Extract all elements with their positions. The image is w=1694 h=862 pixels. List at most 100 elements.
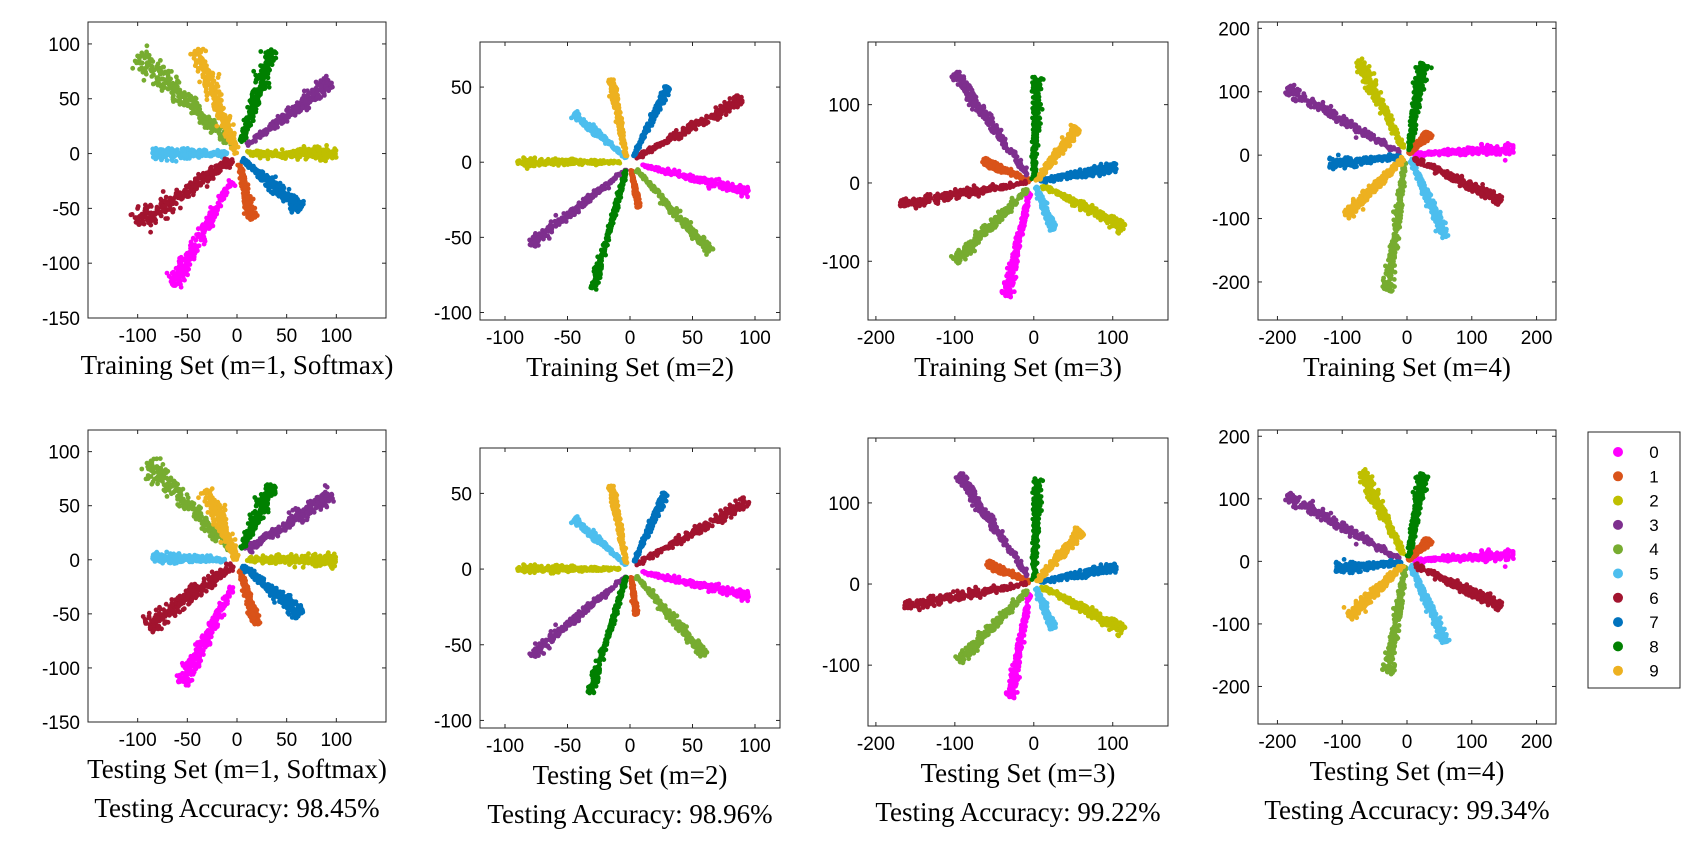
- data-point: [657, 99, 663, 105]
- data-point: [250, 118, 256, 124]
- data-point: [218, 203, 224, 209]
- data-point: [533, 242, 539, 248]
- data-point: [260, 151, 266, 157]
- data-point: [706, 186, 712, 191]
- data-point: [200, 63, 206, 69]
- data-point: [289, 110, 294, 116]
- data-point: [139, 214, 145, 220]
- data-point: [175, 267, 181, 273]
- data-point: [191, 100, 197, 105]
- data-point: [637, 142, 642, 148]
- data-point: [280, 112, 285, 118]
- data-point: [217, 111, 222, 117]
- data-point: [597, 158, 603, 164]
- data-point: [281, 155, 287, 161]
- data-point: [178, 284, 184, 290]
- data-point: [148, 229, 154, 235]
- data-point: [675, 132, 681, 137]
- data-point: [270, 50, 275, 56]
- data-point: [285, 191, 291, 197]
- data-point: [617, 150, 623, 155]
- data-point: [647, 121, 653, 126]
- data-point: [657, 200, 663, 206]
- data-point: [616, 172, 622, 178]
- data-point: [612, 205, 617, 211]
- data-point: [652, 146, 657, 152]
- data-point: [171, 99, 176, 104]
- data-point: [611, 145, 617, 151]
- data-point: [208, 130, 214, 136]
- data-point: [731, 97, 737, 103]
- data-point: [725, 102, 731, 107]
- data-point: [191, 189, 197, 194]
- data-point: [618, 192, 623, 197]
- data-point: [326, 151, 332, 157]
- data-point: [158, 58, 163, 63]
- series-5: [569, 109, 629, 161]
- data-point: [265, 174, 271, 180]
- data-point: [655, 110, 661, 115]
- data-point: [311, 149, 317, 155]
- data-point: [193, 61, 199, 66]
- data-point: [185, 103, 191, 109]
- data-point: [553, 212, 559, 218]
- data-point: [266, 68, 271, 74]
- data-point: [665, 166, 671, 172]
- data-point: [664, 202, 670, 208]
- data-point: [603, 181, 609, 186]
- data-point: [317, 151, 322, 157]
- series-4: [633, 167, 716, 257]
- data-point: [182, 95, 188, 101]
- data-point: [154, 64, 160, 69]
- series-3: [527, 167, 629, 249]
- data-point: [168, 82, 174, 88]
- data-point: [214, 123, 220, 129]
- data-point: [730, 188, 736, 193]
- data-point: [194, 109, 199, 115]
- data-point: [158, 196, 164, 202]
- data-point: [287, 198, 293, 204]
- data-point: [323, 76, 329, 81]
- data-point: [248, 211, 253, 216]
- data-point: [239, 172, 244, 178]
- data-point: [155, 82, 161, 88]
- data-point: [144, 43, 150, 49]
- x-tick-label: 0: [232, 326, 243, 347]
- data-point: [581, 160, 586, 166]
- data-point: [169, 199, 175, 205]
- series-2: [515, 155, 623, 172]
- data-point: [250, 151, 256, 157]
- x-tick-label: 50: [276, 326, 297, 347]
- data-point: [563, 219, 569, 224]
- data-point: [215, 128, 221, 134]
- data-point: [197, 120, 203, 125]
- data-point: [548, 225, 554, 230]
- data-point: [258, 49, 264, 54]
- data-point: [599, 247, 604, 253]
- data-point: [217, 136, 223, 142]
- plot-area: [515, 77, 751, 292]
- data-point: [219, 152, 224, 158]
- data-point: [253, 94, 259, 99]
- data-point: [195, 46, 201, 52]
- data-point: [186, 266, 192, 272]
- data-point: [548, 219, 554, 225]
- data-point: [211, 78, 217, 84]
- data-point: [200, 230, 206, 236]
- data-point: [269, 126, 274, 131]
- data-point: [606, 159, 612, 165]
- series-1: [235, 162, 260, 223]
- data-point: [149, 63, 155, 69]
- data-point: [232, 183, 238, 189]
- data-point: [639, 173, 645, 179]
- data-point: [139, 65, 145, 71]
- data-point: [135, 204, 141, 209]
- data-point: [129, 212, 135, 217]
- data-point: [300, 105, 306, 111]
- data-point: [238, 162, 243, 168]
- data-point: [198, 182, 204, 188]
- data-point: [174, 74, 179, 80]
- data-point: [691, 230, 697, 236]
